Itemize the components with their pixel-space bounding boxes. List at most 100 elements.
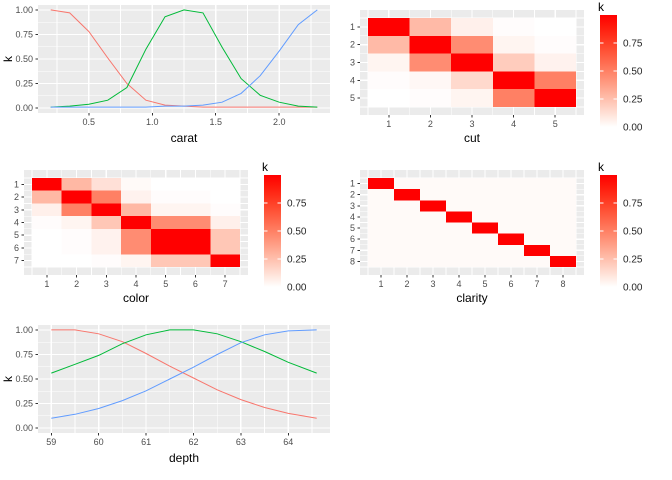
- x-tick-label: 2: [428, 119, 433, 129]
- x-axis-title: depth: [168, 451, 200, 465]
- heatmap-cell: [498, 233, 524, 245]
- legend-tick-label: 0.00: [623, 123, 643, 134]
- heatmap-cell: [91, 190, 122, 204]
- heatmap-cell: [420, 244, 446, 256]
- heatmap-cell: [394, 211, 420, 223]
- heatmap-cell: [451, 53, 493, 72]
- heatmap-cell: [534, 89, 576, 107]
- heatmap-cell: [394, 178, 420, 190]
- heatmap-cell: [524, 200, 550, 212]
- heatmap-cell: [210, 178, 240, 191]
- heatmap-cell: [394, 222, 420, 234]
- y-tick-label: 1: [14, 179, 19, 189]
- x-tick-label: 1.0: [146, 117, 159, 127]
- heatmap-cell: [492, 18, 535, 36]
- cut-plot-svg: 1 2 3 4 5 1 2 3 4 5 0.75 0.50 0.25 0.00: [350, 10, 643, 134]
- heatmap-cell: [550, 222, 576, 234]
- y-tick-label: 2: [350, 40, 355, 50]
- heatmap-cell: [472, 211, 498, 223]
- x-tick-label: 1: [44, 279, 49, 289]
- heatmap-cell: [550, 255, 576, 268]
- heatmap-cell: [420, 222, 446, 234]
- heatmap-cell: [368, 222, 394, 234]
- membership-curve-3: [51, 329, 317, 419]
- heatmap-cell: [150, 241, 181, 255]
- heatmap-cell: [150, 178, 181, 191]
- heatmap-cell: [498, 200, 524, 212]
- heatmap-cell: [534, 53, 576, 72]
- heatmap-cell: [472, 189, 498, 201]
- y-tick-label: 1: [350, 22, 355, 32]
- depth-membership-chart: k depth 59 60 61 62 63 64 0.00 0.25 0.50 0.75 1.00: [0, 320, 336, 480]
- heatmap-cell: [210, 254, 240, 267]
- heatmap-cell: [492, 89, 535, 107]
- y-tick-label: 8: [350, 256, 355, 266]
- heatmap-cell: [451, 71, 493, 90]
- heatmap-cell: [394, 189, 420, 201]
- x-tick-label: 59: [46, 437, 56, 447]
- x-tick-label: 5: [482, 279, 487, 289]
- heatmap-cell: [472, 244, 498, 256]
- x-tick-label: 60: [94, 437, 104, 447]
- heatmap-cell: [420, 211, 446, 223]
- heatmap-cell: [550, 178, 576, 190]
- x-tick-label: 1: [386, 119, 391, 129]
- heatmap-cell: [368, 89, 410, 107]
- membership-curve-3: [50, 9, 318, 108]
- heatmap-cell: [550, 244, 576, 256]
- y-tick-label: 5: [350, 93, 355, 103]
- heatmap-cell: [368, 18, 410, 36]
- heatmap-cell: [446, 211, 472, 223]
- y-tick-label: 0.25: [15, 399, 33, 409]
- x-tick-label: 7: [534, 279, 539, 289]
- x-tick-label: 2: [74, 279, 79, 289]
- heatmap-cell: [550, 189, 576, 201]
- heatmap-cell: [91, 228, 122, 242]
- y-tick-label: 0.75: [15, 349, 33, 359]
- heatmap-cell: [550, 200, 576, 212]
- heatmap-cell: [409, 18, 452, 36]
- heatmap-cell: [446, 255, 472, 268]
- heatmap-cell: [32, 228, 62, 242]
- heatmap-cell: [210, 216, 240, 229]
- y-tick-label: 3: [14, 205, 19, 215]
- heatmap-cell: [121, 178, 151, 191]
- carat-plot-svg: 0.5 1.0 1.5 2.0 0.00 0.25 0.50 0.75 1.00: [15, 5, 330, 127]
- heatmap-cell: [472, 200, 498, 212]
- heatmap-cell: [368, 71, 410, 90]
- heatmap-cell: [550, 233, 576, 245]
- legend-tick-label: 0.25: [287, 255, 307, 266]
- heatmap-cell: [91, 203, 122, 217]
- heatmap-cell: [451, 18, 493, 36]
- empty-cell: [336, 320, 672, 480]
- heatmap-cell: [534, 35, 576, 54]
- heatmap-cell: [498, 244, 524, 256]
- membership-curve-2: [51, 329, 317, 374]
- y-tick-label: 1: [350, 179, 355, 189]
- heatmap-cell: [150, 203, 181, 217]
- heatmap-cell: [210, 190, 240, 204]
- y-tick-label: 2: [350, 190, 355, 200]
- depth-plot-svg: 59 60 61 62 63 64 0.00 0.25 0.50 0.75 1.00: [15, 325, 330, 447]
- x-tick-label: 3: [469, 119, 474, 129]
- heatmap-cell: [472, 255, 498, 268]
- heatmap-cell: [394, 244, 420, 256]
- x-tick-label: 63: [236, 437, 246, 447]
- heatmap-cell: [498, 211, 524, 223]
- x-tick-label: 1.5: [209, 117, 222, 127]
- y-tick-label: 3: [350, 58, 355, 68]
- heatmap-cell: [534, 71, 576, 90]
- x-tick-label: 4: [133, 279, 138, 289]
- heatmap-cell: [446, 233, 472, 245]
- y-tick-label: 0.50: [15, 374, 33, 384]
- legend-tick-label: 0.75: [623, 199, 643, 210]
- heatmap-cell: [534, 18, 576, 36]
- y-tick-label: 6: [350, 234, 355, 244]
- heatmap-cell: [524, 189, 550, 201]
- heatmap-cell: [121, 254, 151, 267]
- legend-tick-label: 0.75: [287, 199, 307, 210]
- x-tick-label: 6: [508, 279, 513, 289]
- x-tick-label: 1: [378, 279, 383, 289]
- heatmap-cell: [32, 241, 62, 255]
